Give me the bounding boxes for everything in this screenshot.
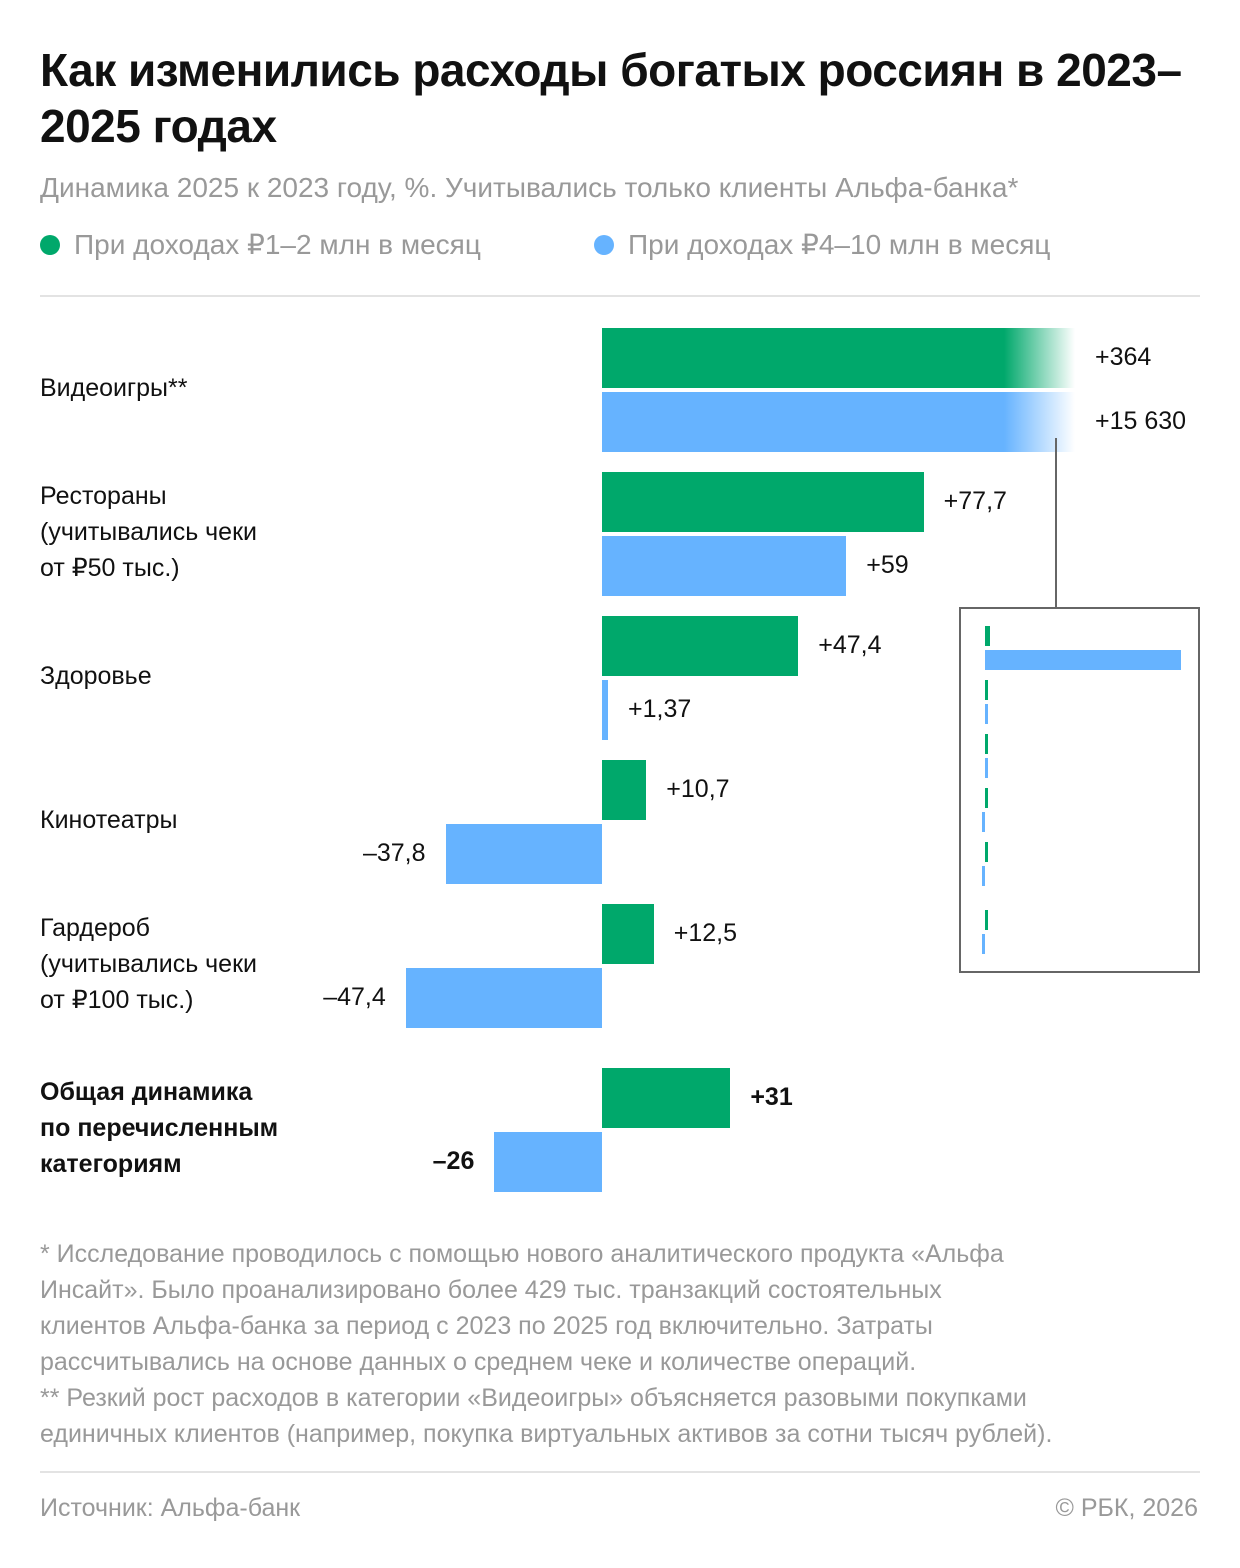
category-label: Видеоигры** — [40, 374, 188, 402]
bar-blue — [445, 824, 602, 884]
category-label: от ₽100 тыс.) — [40, 986, 194, 1014]
category-label: категориям — [40, 1150, 182, 1178]
category-label: Общая динамика — [40, 1078, 253, 1106]
chart-subtitle: Динамика 2025 к 2023 году, %. Учитывалис… — [40, 172, 1019, 203]
bar-green — [602, 904, 654, 964]
chart-title: Как изменились расходы богатых россиян в… — [40, 44, 1182, 152]
footnote-line: рассчитывались на основе данных о средне… — [40, 1348, 917, 1376]
bar-blue — [602, 680, 608, 740]
value-label: +77,7 — [943, 487, 1007, 515]
bar-green — [602, 328, 1075, 388]
inset-bar-green — [985, 734, 988, 754]
value-label: +31 — [750, 1083, 793, 1111]
category-label: от ₽50 тыс.) — [40, 554, 180, 582]
divider — [40, 295, 1200, 297]
category-label: Гардероб — [40, 914, 150, 942]
inset-bar-blue — [985, 704, 988, 724]
inset-connector-line — [1055, 438, 1057, 608]
legend-label: При доходах ₽4–10 млн в месяц — [628, 229, 1051, 260]
inset-bar-green — [985, 910, 988, 930]
footnote-line: клиентов Альфа-банка за период с 2023 по… — [40, 1312, 933, 1340]
legend-label: При доходах ₽1–2 млн в месяц — [74, 229, 481, 260]
footnote-line: единичных клиентов (например, покупка ви… — [40, 1420, 1053, 1448]
inset-bar-green — [985, 680, 988, 700]
category-label: Рестораны — [40, 482, 167, 510]
inset-bar-green — [985, 626, 990, 646]
inset-bar-blue — [982, 866, 985, 886]
footnote-line: Инсайт». Было проанализировано более 429… — [40, 1276, 942, 1304]
inset-bar-green — [985, 788, 988, 808]
legend-dot-blue-icon — [594, 234, 614, 255]
inset-bar-green — [985, 842, 988, 862]
value-label: –26 — [432, 1147, 475, 1175]
bar-green — [602, 760, 647, 820]
category-label: Здоровье — [40, 662, 152, 690]
value-label: +12,5 — [673, 919, 738, 947]
source: Источник: Альфа-банк — [40, 1494, 301, 1522]
bar-blue — [602, 392, 1075, 452]
inset-bar-blue — [982, 812, 985, 832]
legend-dot-green-icon — [40, 234, 60, 255]
value-label: –47,4 — [323, 983, 386, 1011]
category-label: (учитывались чеки — [40, 950, 257, 978]
bar-blue — [494, 1132, 602, 1192]
value-label: +47,4 — [818, 631, 882, 659]
bar-green — [602, 616, 799, 676]
footnote-line: * Исследование проводилось с помощью нов… — [40, 1240, 1004, 1268]
copyright: © РБК, 2026 — [1055, 1494, 1198, 1522]
inset-full-scale-chart — [959, 607, 1200, 973]
inset-bar-blue — [985, 650, 1181, 670]
bar-blue — [602, 536, 847, 596]
divider — [40, 1471, 1200, 1473]
bar-green — [602, 1068, 731, 1128]
chart-area: Видеоигры** +364 +15 630 Рестораны (учитывал… — [40, 328, 1187, 1192]
legend-item-green: При доходах ₽1–2 млн в месяц — [40, 228, 481, 261]
value-label: +15 630 — [1095, 407, 1187, 435]
category-label: Кинотеатры — [40, 806, 178, 834]
footnote: * Исследование проводилось с помощью нов… — [40, 1236, 1220, 1452]
value-label: +10,7 — [666, 775, 730, 803]
bar-green — [602, 472, 924, 532]
value-label: +1,37 — [628, 695, 692, 723]
bar-blue — [405, 968, 602, 1028]
value-label: +59 — [866, 551, 909, 579]
category-label: (учитывались чеки — [40, 518, 257, 546]
inset-bar-blue — [982, 934, 985, 954]
inset-bar-blue — [985, 758, 988, 778]
footnote-line: ** Резкий рост расходов в категории «Вид… — [40, 1384, 1027, 1412]
legend-item-blue: При доходах ₽4–10 млн в месяц — [594, 228, 1050, 261]
category-label: по перечисленным — [40, 1114, 279, 1142]
value-label: –37,8 — [362, 839, 426, 867]
value-label: +364 — [1095, 343, 1152, 371]
